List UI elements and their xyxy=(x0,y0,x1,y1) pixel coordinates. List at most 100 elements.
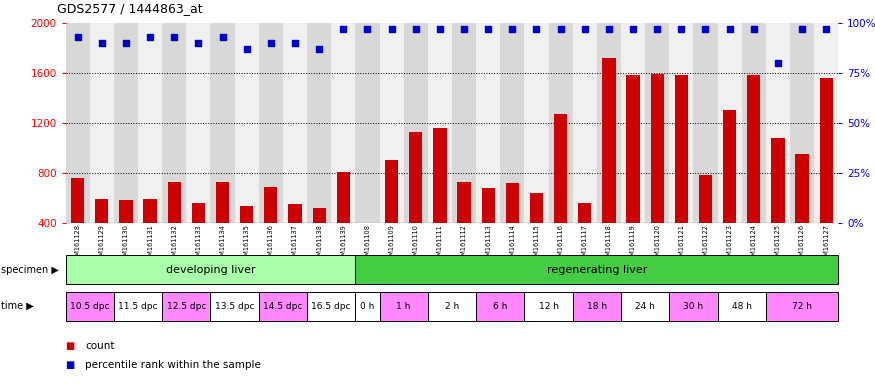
Text: 30 h: 30 h xyxy=(683,302,704,311)
Bar xyxy=(718,23,742,223)
Bar xyxy=(433,128,446,223)
Bar xyxy=(66,291,114,321)
Bar xyxy=(693,23,717,223)
Bar xyxy=(138,23,162,223)
Bar xyxy=(234,23,259,223)
Point xyxy=(723,26,737,32)
Bar xyxy=(380,23,403,223)
Point xyxy=(409,26,423,32)
Point xyxy=(264,40,278,46)
Point xyxy=(746,26,760,32)
Text: 11.5 dpc: 11.5 dpc xyxy=(118,302,158,311)
Point xyxy=(505,26,519,32)
Bar xyxy=(572,291,621,321)
Bar xyxy=(602,58,615,223)
Bar xyxy=(355,255,838,285)
Bar xyxy=(742,23,766,223)
Bar xyxy=(259,291,307,321)
Bar xyxy=(385,161,398,223)
Bar xyxy=(95,199,108,223)
Text: 12.5 dpc: 12.5 dpc xyxy=(166,302,206,311)
Bar xyxy=(428,23,452,223)
Text: 14.5 dpc: 14.5 dpc xyxy=(263,302,303,311)
Bar xyxy=(549,23,572,223)
Bar xyxy=(675,76,688,223)
Bar xyxy=(626,76,640,223)
Text: specimen ▶: specimen ▶ xyxy=(1,265,59,275)
Bar xyxy=(452,23,476,223)
Bar xyxy=(192,203,205,223)
Point xyxy=(795,26,809,32)
Bar xyxy=(669,23,693,223)
Text: GDS2577 / 1444863_at: GDS2577 / 1444863_at xyxy=(57,2,202,15)
Text: ■: ■ xyxy=(66,360,75,370)
Point xyxy=(529,26,543,32)
Bar xyxy=(289,204,302,223)
Bar xyxy=(114,291,162,321)
Bar xyxy=(312,208,326,223)
Bar xyxy=(476,291,524,321)
Bar xyxy=(524,291,572,321)
Bar xyxy=(766,23,790,223)
Bar xyxy=(506,183,519,223)
Bar xyxy=(597,23,621,223)
Bar xyxy=(723,111,736,223)
Bar xyxy=(524,23,549,223)
Point xyxy=(626,26,640,32)
Text: 24 h: 24 h xyxy=(635,302,655,311)
Point xyxy=(336,26,350,32)
Bar xyxy=(820,78,833,223)
Bar xyxy=(766,291,838,321)
Bar xyxy=(650,74,664,223)
Bar xyxy=(216,182,229,223)
Text: 12 h: 12 h xyxy=(538,302,558,311)
Bar xyxy=(66,255,355,285)
Text: 13.5 dpc: 13.5 dpc xyxy=(215,302,255,311)
Text: 0 h: 0 h xyxy=(360,302,374,311)
Bar xyxy=(307,291,355,321)
Point xyxy=(457,26,471,32)
Text: developing liver: developing liver xyxy=(165,265,256,275)
Bar xyxy=(162,291,211,321)
Text: ■: ■ xyxy=(66,341,75,351)
Bar xyxy=(211,23,235,223)
Bar xyxy=(747,76,760,223)
Point xyxy=(94,40,108,46)
Bar xyxy=(90,23,114,223)
Bar xyxy=(264,187,277,223)
Bar xyxy=(403,23,428,223)
Point xyxy=(288,40,302,46)
Text: 2 h: 2 h xyxy=(444,302,459,311)
Bar xyxy=(283,23,307,223)
Bar xyxy=(790,23,814,223)
Bar xyxy=(476,23,500,223)
Point xyxy=(819,26,833,32)
Bar xyxy=(645,23,669,223)
Point xyxy=(554,26,568,32)
Point xyxy=(192,40,206,46)
Point xyxy=(312,46,326,52)
Bar xyxy=(211,291,259,321)
Point xyxy=(578,26,592,32)
Bar xyxy=(332,23,355,223)
Point xyxy=(167,34,181,40)
Bar xyxy=(240,207,254,223)
Bar xyxy=(71,178,84,223)
Bar xyxy=(307,23,332,223)
Text: 48 h: 48 h xyxy=(732,302,752,311)
Bar xyxy=(814,23,838,223)
Bar xyxy=(380,291,428,321)
Text: 72 h: 72 h xyxy=(792,302,812,311)
Bar xyxy=(186,23,211,223)
Bar xyxy=(554,114,567,223)
Text: 1 h: 1 h xyxy=(396,302,411,311)
Bar xyxy=(162,23,186,223)
Bar xyxy=(355,23,380,223)
Bar xyxy=(410,132,423,223)
Text: 16.5 dpc: 16.5 dpc xyxy=(312,302,351,311)
Bar xyxy=(699,175,712,223)
Bar xyxy=(360,223,374,227)
Point xyxy=(602,26,616,32)
Bar xyxy=(66,23,90,223)
Bar xyxy=(144,199,157,223)
